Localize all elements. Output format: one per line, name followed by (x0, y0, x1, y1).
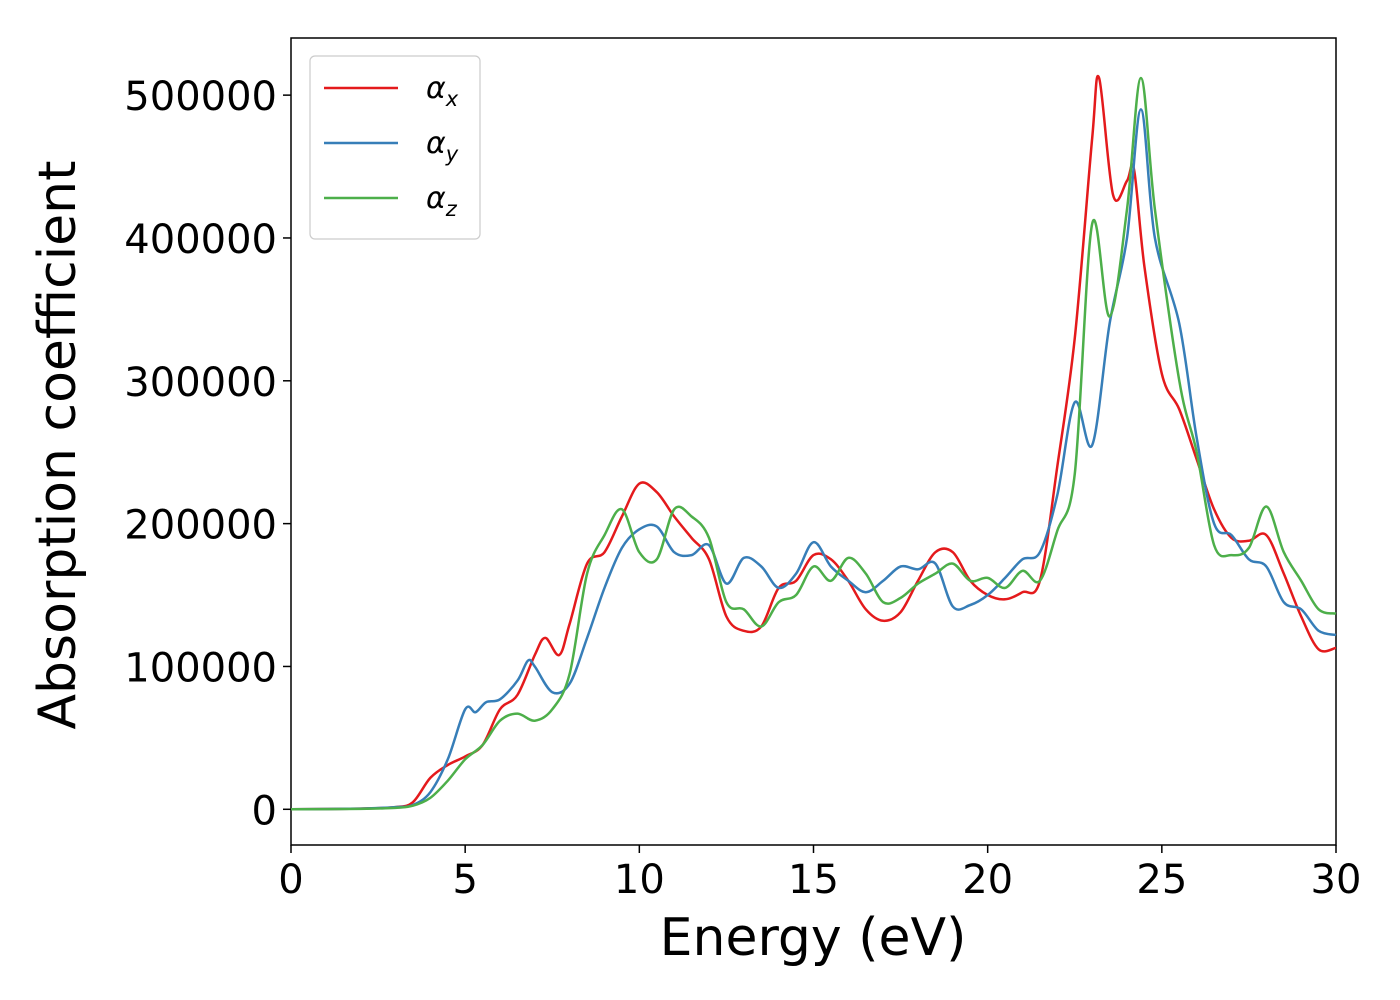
x-axis: 0 5 10 15 20 25 30 (278, 845, 1361, 903)
x-tick-label: 20 (962, 857, 1013, 903)
y-tick-label: 100000 (124, 645, 277, 691)
x-tick-label: 30 (1311, 857, 1362, 903)
y-tick-label: 0 (252, 788, 277, 834)
x-tick-label: 25 (1136, 857, 1187, 903)
series-line-x (290, 74, 1337, 811)
y-axis: 0 100000 200000 300000 400000 500000 (124, 74, 291, 834)
series-line-z (290, 76, 1337, 811)
y-axis-label: Absorption coefficient (28, 160, 88, 729)
y-tick-label: 300000 (124, 360, 277, 406)
series-lines (290, 74, 1337, 811)
x-tick-label: 15 (788, 857, 839, 903)
x-axis-label: Energy (eV) (660, 908, 967, 968)
y-tick-label: 400000 (124, 217, 277, 263)
x-tick-label: 5 (452, 857, 477, 903)
x-tick-label: 0 (278, 857, 303, 903)
series-line-y (290, 108, 1337, 811)
y-tick-label: 500000 (124, 74, 277, 120)
legend-box (309, 55, 481, 240)
x-tick-label: 10 (614, 857, 665, 903)
y-tick-label: 200000 (124, 503, 277, 549)
